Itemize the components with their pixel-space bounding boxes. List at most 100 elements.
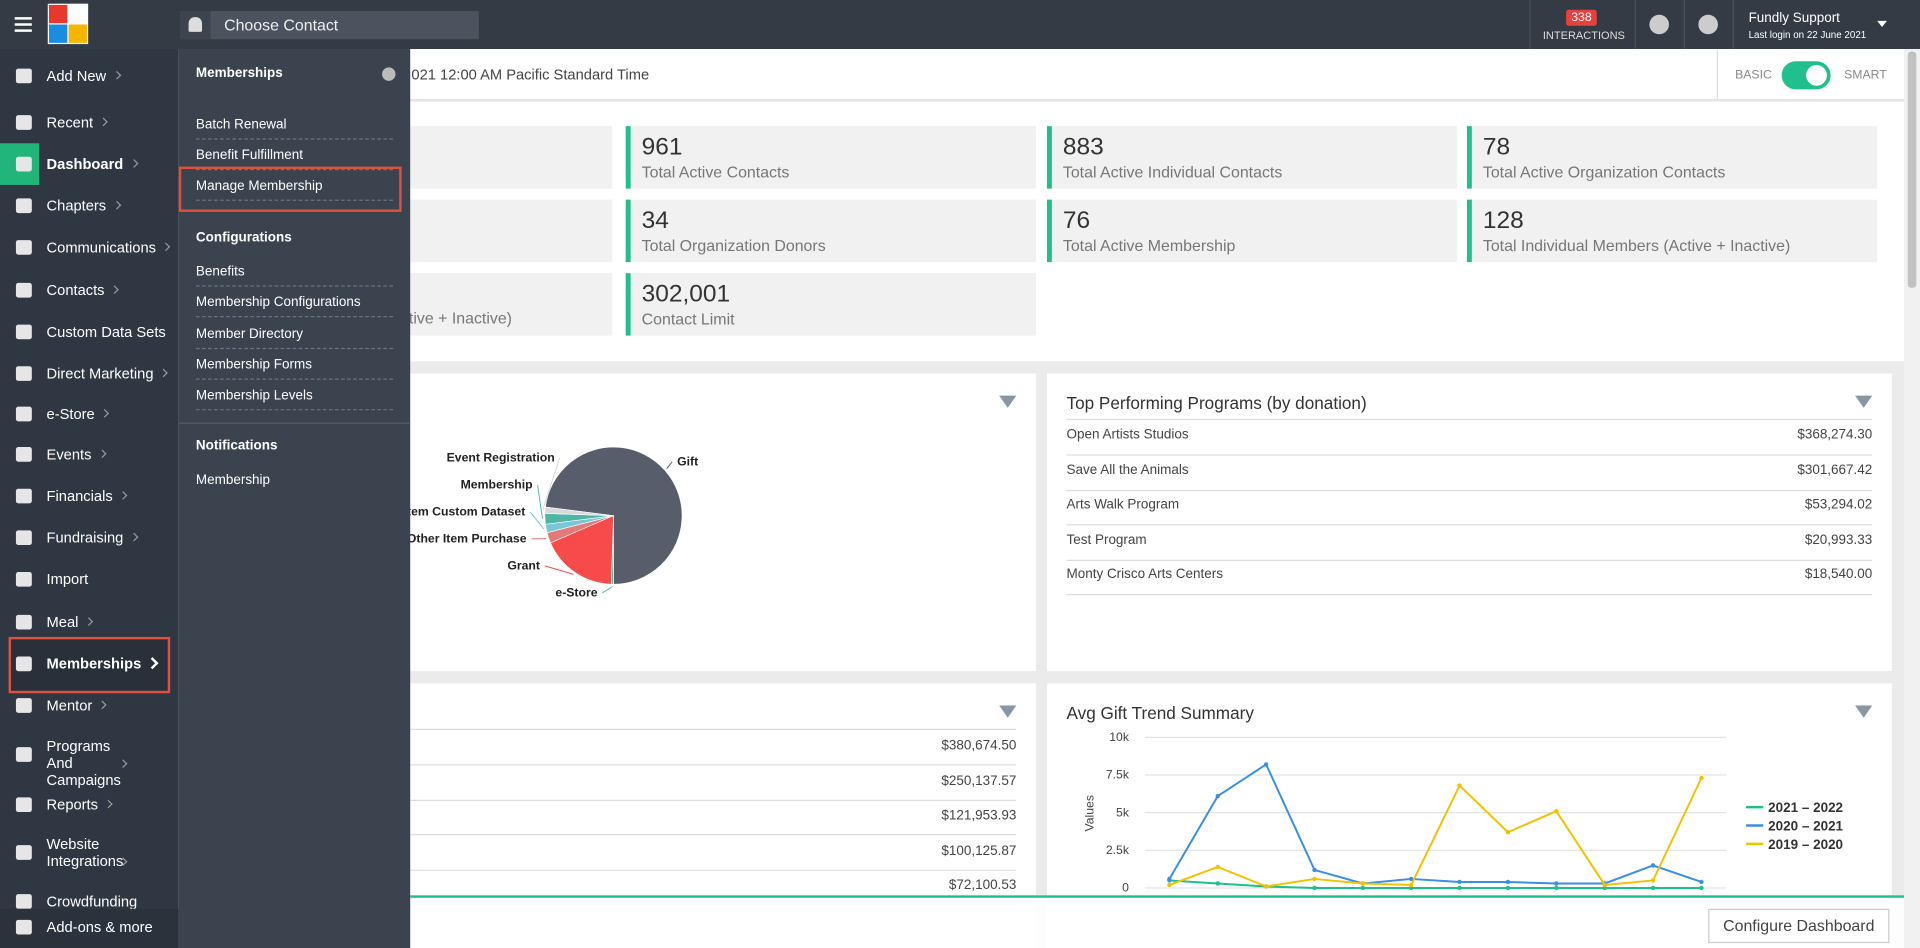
stat-label: Contact Limit — [641, 309, 735, 329]
filter-button[interactable] — [1855, 395, 1873, 408]
scrollbar-thumb — [1907, 51, 1917, 288]
leader-line — [666, 461, 673, 469]
menu-item[interactable]: Communications — [46, 238, 156, 256]
menu-item[interactable]: Add New — [46, 67, 107, 85]
panel-title: Avg Gift Trend Summary — [1066, 703, 1254, 723]
stat-card: 961 Total Active Contacts — [625, 126, 1036, 189]
row-separator — [222, 728, 1017, 730]
program-amount: $301,667.42 — [1797, 462, 1873, 478]
menu-item[interactable]: Mentor — [46, 696, 93, 715]
section-title: Configurations — [195, 230, 292, 245]
y-axis-label: Values — [1082, 795, 1096, 832]
scrollbar — [1904, 48, 1920, 948]
item-separator — [195, 199, 394, 201]
y-tick-label: 2.5k — [1106, 843, 1130, 857]
interactions-badge[interactable]: 338 — [1566, 9, 1597, 26]
submenu-item[interactable]: Benefits — [195, 264, 245, 280]
menu-button[interactable] — [14, 17, 32, 32]
menu-item[interactable]: Meal — [46, 613, 79, 631]
submenu-item[interactable]: Membership Forms — [195, 357, 312, 373]
close-button[interactable] — [382, 67, 396, 81]
dropdown-arrow[interactable] — [1877, 20, 1887, 27]
submenu-item[interactable]: Benefit Fulfillment — [195, 148, 303, 163]
submenu-item[interactable]: Manage Membership — [195, 178, 323, 194]
menu-item[interactable]: Memberships — [46, 655, 142, 673]
program-name: Open Artists Studios — [1066, 427, 1189, 443]
submenu-item[interactable]: Membership Levels — [195, 388, 313, 404]
menu-icon — [15, 156, 32, 172]
stat-card: 128 Total Individual Members (Active + In… — [1466, 199, 1878, 263]
stat-card: 34 Total Organization Donors — [625, 199, 1036, 263]
trend-point — [1263, 884, 1269, 889]
row-separator — [1066, 524, 1873, 526]
filter-button[interactable] — [999, 395, 1017, 408]
legend-label: 2019 – 2020 — [1768, 837, 1843, 852]
menu-icon — [15, 656, 32, 672]
menu-item[interactable]: Reports — [46, 796, 98, 814]
topbar: Choose Contact 338 INTERACTIONS Fundly S… — [0, 0, 1920, 49]
trend-point — [1650, 878, 1656, 883]
menu-item[interactable]: Website Integrations — [46, 835, 124, 870]
panel-title: Top Performing Programs (by donation) — [1066, 393, 1367, 413]
stat-label: Total Active Individual Contacts — [1062, 162, 1283, 182]
divider — [1683, 0, 1685, 49]
pie-slice — [544, 506, 614, 516]
interactions-label: INTERACTIONS — [1542, 29, 1625, 42]
menu-item[interactable]: Fundraising — [46, 529, 124, 547]
pie-label: Item Custom Dataset — [404, 505, 526, 519]
contact-search[interactable]: Choose Contact — [180, 11, 479, 40]
stat-value: 34 — [641, 206, 669, 234]
configure-dashboard-button[interactable]: Configure Dashboard — [1708, 908, 1890, 944]
menu-item[interactable]: Financials — [46, 487, 113, 505]
chevron — [110, 285, 120, 294]
program-amount: $18,540.00 — [1804, 567, 1873, 583]
info-button[interactable] — [1649, 14, 1669, 35]
menu-item[interactable]: Crowdfunding — [46, 892, 138, 911]
header-strip — [178, 48, 1905, 101]
menu-icon — [15, 845, 32, 860]
stat-value: 961 — [641, 133, 683, 161]
stat-value: 78 — [1482, 133, 1511, 161]
menu-item[interactable]: Dashboard — [46, 155, 124, 173]
amount: $250,137.57 — [941, 773, 1017, 789]
menu-item[interactable]: Events — [46, 445, 92, 463]
menu-item[interactable]: Direct Marketing — [46, 364, 154, 383]
row-separator — [222, 764, 1017, 766]
menu-icon — [15, 324, 32, 340]
submenu-item[interactable]: Membership — [195, 472, 271, 488]
stat-value: 76 — [1062, 206, 1091, 234]
y-tick-label: 0 — [1122, 881, 1129, 895]
amount: $72,100.53 — [948, 878, 1017, 894]
row-separator — [1066, 418, 1873, 421]
menu-item[interactable]: Programs And Campaigns — [46, 737, 121, 789]
stat-card: 76 Total Active Membership — [1046, 199, 1458, 263]
trend-point — [1215, 881, 1220, 886]
menu-item[interactable]: Recent — [46, 113, 94, 132]
submenu-item[interactable]: Batch Renewal — [195, 117, 287, 133]
chevron — [118, 491, 128, 500]
submenu-item[interactable]: Membership Configurations — [195, 295, 361, 311]
submenu-item[interactable]: Member Directory — [195, 326, 303, 342]
filter-button[interactable] — [999, 705, 1017, 718]
pie-label: Other Item Purchase — [407, 532, 527, 546]
menu-item[interactable]: Contacts — [46, 281, 105, 299]
trend-point — [1167, 876, 1172, 882]
legend-label: 2020 – 2021 — [1768, 818, 1843, 833]
menu-item[interactable]: Import — [46, 570, 89, 588]
y-tick-label: 10k — [1109, 730, 1130, 744]
view-toggle[interactable] — [1781, 61, 1831, 90]
menu-item[interactable]: Custom Data Sets — [46, 323, 166, 341]
menu-item[interactable]: Chapters — [46, 197, 107, 215]
user-name[interactable]: Fundly Support — [1748, 11, 1840, 26]
trend-line — [1169, 879, 1702, 889]
trend-point — [1263, 762, 1269, 767]
logo[interactable] — [47, 3, 89, 45]
help-button[interactable] — [1698, 14, 1718, 35]
timestamp: 021 12:00 AM Pacific Standard Time — [411, 66, 650, 84]
menu-item[interactable]: Add-ons & more — [46, 918, 153, 936]
logo-yellow — [68, 24, 87, 43]
trend-point — [1602, 885, 1607, 891]
menu-item[interactable]: e-Store — [46, 405, 95, 423]
filter-button[interactable] — [1855, 705, 1873, 718]
